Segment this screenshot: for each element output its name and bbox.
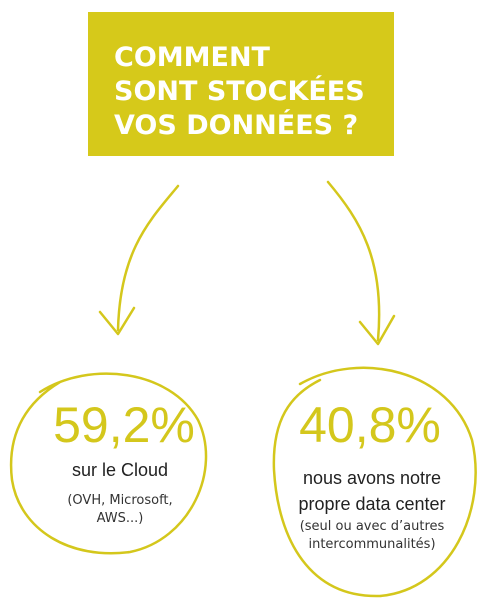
arrow	[116, 184, 180, 332]
note: (seul ou avec d’autres	[300, 519, 445, 534]
title-box	[88, 12, 394, 156]
arrow-head	[98, 306, 136, 336]
arrow-head	[358, 314, 396, 346]
label: nous avons notre	[303, 468, 441, 488]
circle	[272, 366, 477, 598]
circle	[9, 372, 208, 555]
arrow	[326, 180, 381, 342]
note: intercommunalités)	[308, 537, 435, 552]
label: sur le Cloud	[72, 460, 168, 480]
title-line: COMMENT	[114, 42, 271, 73]
label: propre data center	[298, 494, 445, 514]
title-line: VOS DONNÉES ?	[114, 109, 358, 141]
percentage: 59,2%	[53, 397, 195, 453]
percentage: 40,8%	[299, 397, 441, 453]
note: AWS...)	[97, 511, 144, 526]
title-line: SONT STOCKÉES	[114, 75, 365, 107]
note: (OVH, Microsoft,	[67, 493, 172, 508]
